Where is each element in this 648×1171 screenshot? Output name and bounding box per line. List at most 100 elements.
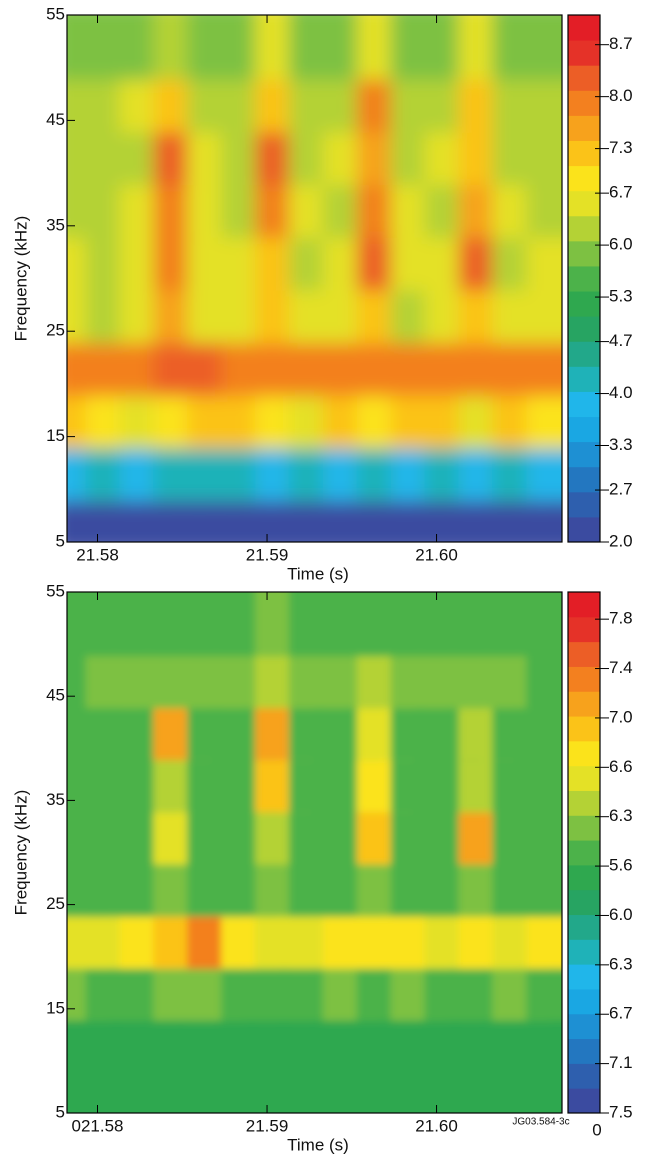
y-tick-label: 55 [46,581,65,600]
x-tick-label: 21.59 [246,1116,289,1135]
colorbar-band [568,1038,600,1064]
y-tick-label: 55 [46,4,65,23]
colorbar-band [568,240,600,267]
colorbar-tick-label: 7.0 [609,707,633,726]
colorbar-band [568,491,600,518]
colorbar-band [568,265,600,292]
colorbar-band [568,15,600,41]
colorbar-band [568,190,600,217]
y-tick-label: 5 [56,531,65,550]
y-tick-label: 15 [46,426,65,445]
colorbar-tick-label: 7.3 [609,138,633,157]
y-tick-label: 25 [46,894,65,913]
annotation: JG03.584-3c [512,1117,569,1128]
colorbar-band [568,889,600,916]
heatmap [67,15,562,542]
y-tick-label: 15 [46,998,65,1017]
x-tick-label: 21.58 [76,545,119,564]
colorbar-band [568,988,600,1015]
colorbar-band [568,716,600,742]
colorbar-tick-label: 7.5 [609,1102,633,1121]
y-tick-label: 45 [46,110,65,129]
colorbar-band [568,1088,600,1114]
colorbar-band [568,90,600,116]
x-tick-label: 21.60 [415,545,458,564]
colorbar-tick-label: 4.7 [609,331,633,350]
heat-cell [526,592,562,657]
colorbar-band [568,391,600,418]
colorbar-band [568,939,600,965]
x-tick-label: 21.60 [415,1116,458,1135]
colorbar-band [568,140,600,167]
colorbar-tick-label: 5.3 [609,287,633,306]
colorbar-tick-label: 2.7 [609,480,633,499]
colorbar-tick-label: 7.4 [609,658,633,677]
y-tick-label: 5 [56,1102,65,1121]
colorbar-band [568,592,600,618]
y-axis-title: Frequency (kHz) [11,216,30,342]
y-tick-label: 25 [46,321,65,340]
colorbar-band [568,790,600,816]
colorbar-band [568,115,600,141]
colorbar-band [568,641,600,667]
colorbar-band [568,165,600,192]
colorbar-frame [567,14,601,543]
colorbar-bottom-text: 0 [592,1120,601,1139]
colorbar-band [568,341,600,367]
colorbar-band [568,1063,600,1089]
colorbar-band [568,914,600,940]
x-tick-label: 21.59 [246,545,289,564]
colorbar-tick-label: 7.8 [609,609,633,628]
colorbar-band [568,215,600,242]
heatmap-cells [67,15,562,542]
colorbar-band [568,840,600,866]
colorbar-band [568,466,600,493]
colorbar-tick-label: 6.3 [609,954,633,973]
colorbar-band [568,366,600,392]
colorbar-band [568,40,600,66]
colorbar-tick-label: 4.0 [609,383,633,402]
colorbar-tick-label: 3.3 [609,435,633,454]
plot-frame [66,14,563,543]
plot: 5 15 25 35 45 55 21.58 21.59 21.60 Time (s) Freque… [11,4,633,583]
x-axis-title: Time (s) [287,1135,349,1154]
colorbar-tick-label: 6.0 [609,905,633,924]
y-tick-label: 45 [46,686,65,705]
plot: 5 15 25 35 45 55 021.58 21.59 21.60 Time (s) Frequ… [11,581,633,1154]
colorbar-band [568,616,600,643]
colorbar-band [568,864,600,891]
y-tick-label: 35 [46,790,65,809]
colorbar-frame [567,591,601,1114]
colorbar-tick-label: 6.6 [609,757,633,776]
colorbar-band [568,441,600,468]
colorbar-tick-label: 2.0 [609,531,633,550]
colorbar-band [568,666,600,692]
colorbar-band [568,416,600,443]
colorbar: 7.5 7.1 6.7 6.3 6.0 5.6 6.3 6.6 7.0 7.4 7.8 0 [567,591,633,1139]
colorbar-band [568,740,600,767]
plot-frame [66,591,563,1114]
colorbar-tick-label: 8.7 [609,34,633,53]
colorbar-tick-label: 6.7 [609,183,633,202]
colorbar-band [568,1013,600,1040]
colorbar-band [568,65,600,91]
y-axis-title: Frequency (kHz) [11,790,30,916]
y-tick-label: 35 [46,215,65,234]
x-axis-title: Time (s) [287,564,349,583]
colorbar-tick-label: 5.6 [609,856,633,875]
colorbar-tick-label: 7.1 [609,1053,633,1072]
colorbar: 2.0 2.7 3.3 4.0 4.7 5.3 6.0 6.7 7.3 8.0 8.7 [567,14,633,550]
colorbar-band [568,516,600,543]
x-tick-label: 021.58 [72,1116,124,1135]
heat-cell [526,15,562,80]
colorbar-band [568,815,600,841]
colorbar-tick-label: 6.7 [609,1004,633,1023]
colorbar-band [568,291,600,317]
colorbar-tick-label: 6.3 [609,806,633,825]
heatmap [67,592,562,1113]
colorbar-tick-label: 8.0 [609,86,633,105]
colorbar-band [568,691,600,717]
colorbar-tick-label: 6.0 [609,235,633,254]
heatmap-cells [67,592,562,1113]
colorbar-band [568,964,600,990]
